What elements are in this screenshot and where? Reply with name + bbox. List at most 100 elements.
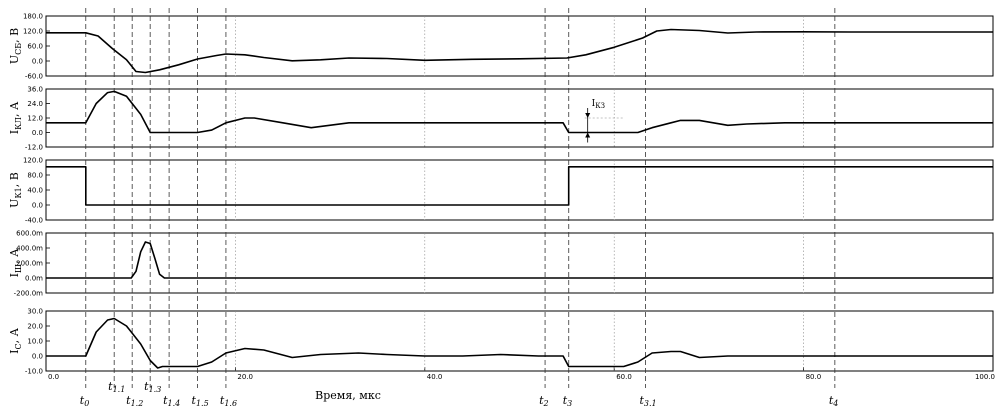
y-tick-label: 400.0m <box>16 245 43 253</box>
ylabel-sub: К1 <box>14 187 23 198</box>
series-line-panel-2 <box>46 90 993 134</box>
series-line-panel-4 <box>46 241 993 279</box>
series-line-panel-5 <box>46 317 993 369</box>
ylabel-base: I <box>8 350 21 354</box>
grid-lines <box>85 8 836 388</box>
x-axis-label: Время, мкс <box>315 389 381 402</box>
event-sub: 1.1 <box>113 385 126 394</box>
panel-frame-2 <box>45 88 994 148</box>
ylabel-sub: Ш <box>14 264 23 273</box>
event-base: t <box>220 394 225 407</box>
panel-ylabel-3: UК1, В <box>8 172 23 208</box>
labels: Время, мкс 180.0 120.0 60.0 0.0 -60.0 UСБ, В 3… <box>8 13 995 409</box>
event-label: t2 <box>539 394 549 408</box>
y-tick-label: -40.0 <box>25 217 43 225</box>
y-tick-label: -60.0 <box>25 73 43 81</box>
annotation-arrow-head <box>585 132 591 138</box>
y-tick-label: 120.0 <box>23 157 43 165</box>
panel-frame-3 <box>45 159 994 221</box>
y-tick-label: 60.0 <box>27 43 43 51</box>
x-tick-label: 40.0 <box>427 373 443 381</box>
event-sub: 1.4 <box>168 399 181 408</box>
series-line-panel-1 <box>46 28 993 74</box>
event-label: t1.3 <box>144 380 161 394</box>
y-tick-label: 30.0 <box>27 308 43 316</box>
y-tick-label: 0.0 <box>32 353 43 361</box>
annotation-base: I <box>592 99 596 109</box>
y-tick-label: 0.0 <box>32 58 43 66</box>
event-base: t <box>80 394 85 407</box>
x-tick-label: 0.0 <box>48 373 59 381</box>
event-sub: 3 <box>567 399 572 408</box>
event-base: t <box>126 394 131 407</box>
annotation-arrow-head <box>585 113 591 118</box>
y-tick-label: 600.0m <box>16 230 43 238</box>
waveforms <box>46 28 993 369</box>
y-tick-label: 180.0 <box>23 13 43 21</box>
ylabel-unit: , В <box>8 28 21 43</box>
y-tick-label: 80.0 <box>27 172 43 180</box>
ylabel-sub: C <box>14 343 23 349</box>
y-tick-label: 200.0m <box>16 260 43 268</box>
ylabel-unit: , А <box>8 327 21 343</box>
event-sub: 1.6 <box>224 399 237 408</box>
ylabel-unit: , А <box>8 101 21 117</box>
event-base: t <box>539 394 544 407</box>
y-tick-label: 24.0 <box>27 100 43 108</box>
y-tick-label: 10.0 <box>27 338 43 346</box>
event-base: t <box>829 394 834 407</box>
event-base: t <box>192 394 197 407</box>
event-label: t1.2 <box>126 394 143 408</box>
ylabel-sub: КЛ <box>14 117 23 130</box>
y-tick-label: -12.0 <box>25 144 43 152</box>
y-tick-label: 12.0 <box>27 115 43 123</box>
y-tick-label: 20.0 <box>27 323 43 331</box>
ylabel-unit: , В <box>8 172 21 187</box>
panel-ylabel-5: IC, А <box>8 327 23 353</box>
event-sub: 4 <box>832 399 838 408</box>
annotation-label: IКЗ <box>592 99 605 110</box>
y-tick-label: -200.0m <box>14 290 44 298</box>
y-tick-label: 36.0 <box>27 86 43 94</box>
event-label: t0 <box>80 394 90 408</box>
panel-ylabel-4: IШ, А <box>8 248 23 277</box>
event-sub: 0 <box>84 399 89 408</box>
event-base: t <box>163 394 168 407</box>
y-tick-label: 120.0 <box>23 28 43 36</box>
y-tick-label: -10.0 <box>25 368 43 376</box>
event-sub: 2 <box>542 399 548 408</box>
event-sub: 1.5 <box>196 399 209 408</box>
event-label: t3 <box>563 394 573 408</box>
event-base: t <box>108 380 113 393</box>
event-base: t <box>639 394 644 407</box>
event-label: t3.1 <box>639 394 656 408</box>
panel-ylabel-1: UСБ, В <box>8 28 23 64</box>
event-base: t <box>144 380 149 393</box>
event-label: t1.6 <box>220 394 237 408</box>
y-tick-label: 40.0 <box>27 187 43 195</box>
event-sub: 1.2 <box>131 399 144 408</box>
panel-ylabel-2: IКЛ, А <box>8 101 23 134</box>
series-line-panel-3 <box>46 166 993 206</box>
ylabel-base: U <box>8 55 21 64</box>
panel-frames <box>45 15 994 372</box>
annotation-sub: КЗ <box>595 102 605 110</box>
x-tick-label: 80.0 <box>806 373 822 381</box>
ylabel-base: I <box>8 273 21 277</box>
event-label: t1.4 <box>163 394 180 408</box>
panel-frame-5 <box>45 310 994 372</box>
ylabel-unit: , А <box>8 248 21 264</box>
x-tick-label: 60.0 <box>616 373 632 381</box>
ylabel-base: U <box>8 199 21 208</box>
event-label: t4 <box>829 394 839 408</box>
panel-frame-4 <box>45 232 994 294</box>
event-sub: 1.3 <box>149 385 162 394</box>
event-base: t <box>563 394 568 407</box>
y-tick-label: 0.0 <box>32 129 43 137</box>
x-tick-label: 20.0 <box>237 373 253 381</box>
event-label: t1.1 <box>108 380 125 394</box>
y-tick-label: 0.0 <box>32 202 43 210</box>
event-sub: 3.1 <box>644 399 657 408</box>
event-label: t1.5 <box>192 394 209 408</box>
